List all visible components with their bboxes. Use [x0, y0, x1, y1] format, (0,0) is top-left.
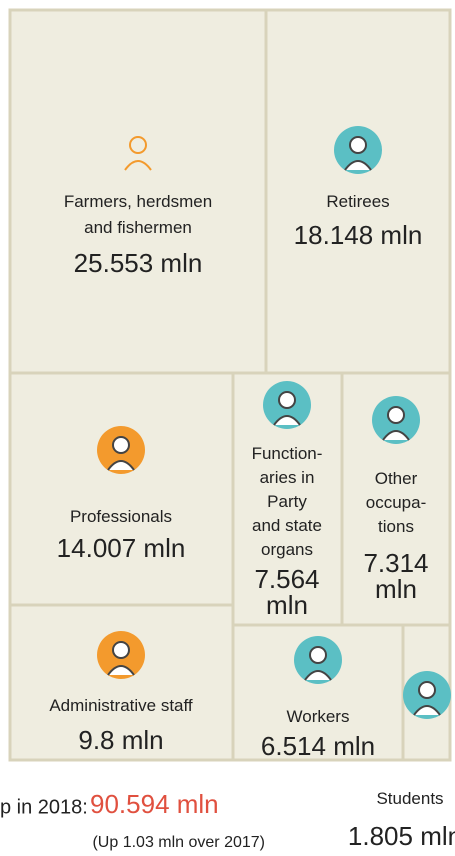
category-label: Professionals	[70, 507, 172, 526]
icon-head	[112, 436, 130, 454]
footer-total: 90.594 mln	[90, 789, 219, 819]
category-label: Retirees	[326, 192, 389, 211]
value-label: 14.007 mln	[57, 533, 186, 563]
value-label: 18.148 mln	[294, 220, 423, 250]
category-label: Function-aries in Party and state organs	[252, 444, 323, 559]
category-label: Administrative staff	[49, 696, 193, 715]
tile	[8, 371, 235, 607]
icon-body	[124, 160, 152, 171]
icon-head	[387, 406, 405, 424]
tile	[264, 8, 452, 375]
footer-note: (Up 1.03 mln over 2017)	[92, 834, 265, 851]
icon-head	[309, 646, 327, 664]
icon-body	[273, 415, 301, 426]
value-label: 1.805 mln	[348, 821, 455, 851]
icon-body	[413, 705, 441, 716]
category-label: Students	[376, 789, 443, 808]
value-label: 7.314 mln	[363, 548, 428, 604]
category-label: Other occupa-tions	[366, 469, 426, 536]
footer-prefix: p in 2018:	[0, 796, 88, 818]
icon-body	[304, 670, 332, 681]
icon-head	[418, 681, 436, 699]
value-label: 6.514 mln	[261, 731, 375, 761]
value-label: 25.553 mln	[74, 248, 203, 278]
icon-head	[349, 136, 367, 154]
value-label: 7.564 mln	[254, 564, 319, 620]
value-label: 9.8 mln	[78, 725, 163, 755]
icon-body	[382, 430, 410, 441]
icon-head	[278, 391, 296, 409]
category-label: Farmers, herdsmen and fishermen	[64, 192, 212, 237]
icon-head	[112, 641, 130, 659]
icon-body	[344, 160, 372, 171]
icon-body	[107, 460, 135, 471]
icon-body	[107, 665, 135, 676]
category-label: Workers	[287, 707, 350, 726]
icon-head	[129, 136, 147, 154]
